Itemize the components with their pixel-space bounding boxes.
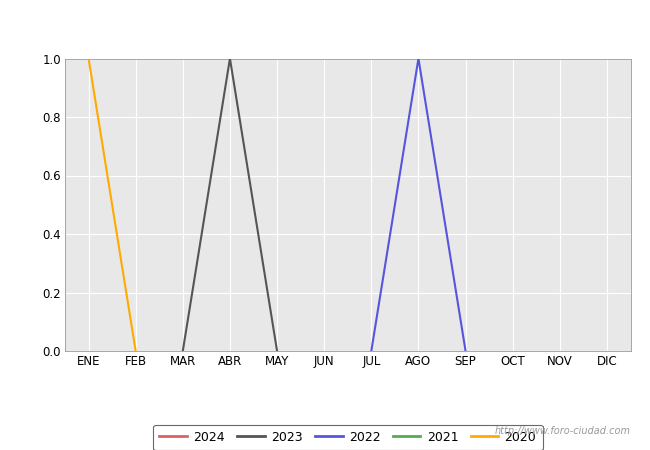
Legend: 2024, 2023, 2022, 2021, 2020: 2024, 2023, 2022, 2021, 2020 bbox=[153, 424, 543, 450]
Text: Matriculaciones de Vehiculos en La Sequera de Haza: Matriculaciones de Vehiculos en La Seque… bbox=[113, 20, 537, 35]
Text: http://www.foro-ciudad.com: http://www.foro-ciudad.com bbox=[495, 426, 630, 436]
